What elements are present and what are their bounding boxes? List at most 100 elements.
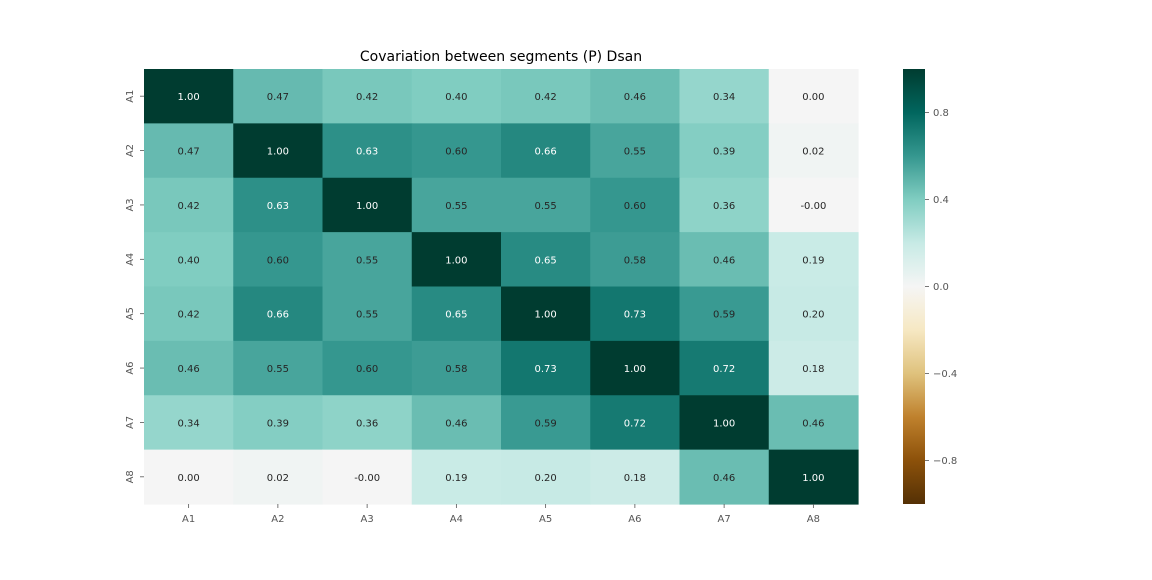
cell-value-label: 0.63	[267, 201, 289, 212]
heatmap-cell	[322, 232, 413, 288]
heatmap-cell	[233, 69, 324, 124]
heatmap-cell	[144, 340, 234, 396]
cell-value-label: 0.00	[802, 92, 824, 103]
y-tick-label: A5	[125, 307, 136, 320]
cell-value-label: 0.72	[713, 364, 735, 375]
heatmap-cell	[768, 69, 859, 124]
heatmap-cell	[501, 395, 591, 451]
heatmap-cell	[322, 340, 413, 396]
cell-value-label: 0.47	[267, 92, 289, 103]
cell-value-label: 0.46	[624, 92, 646, 103]
heatmap-cell	[501, 123, 591, 179]
cell-value-label: 0.55	[624, 147, 646, 158]
heatmap-cell	[590, 449, 681, 505]
cell-value-label: 0.66	[534, 147, 556, 158]
y-tick-label: A7	[125, 416, 136, 429]
heatmap-cell	[144, 395, 234, 451]
colorbar-tick-label: 0.8	[933, 108, 949, 119]
cell-value-label: 0.18	[624, 473, 646, 484]
cell-value-label: 0.46	[713, 473, 735, 484]
cell-value-label: 0.42	[356, 92, 378, 103]
heatmap-cell	[322, 69, 413, 124]
heatmap-cell	[679, 69, 770, 124]
heatmap-cell	[411, 340, 502, 396]
heatmap-cell	[144, 123, 234, 179]
cell-value-label: 0.47	[177, 147, 199, 158]
heatmap-cell	[322, 177, 413, 233]
cell-value-label: 0.65	[534, 255, 556, 266]
cell-value-label: 0.42	[177, 310, 199, 321]
cell-value-label: 0.55	[267, 364, 289, 375]
cell-value-label: 0.58	[624, 255, 646, 266]
cell-value-label: 0.59	[713, 310, 735, 321]
heatmap-cell	[590, 123, 681, 179]
heatmap-cell	[501, 340, 591, 396]
heatmap-cell	[679, 395, 770, 451]
colorbar-gradient	[903, 69, 925, 504]
y-tick-label: A3	[125, 198, 136, 211]
cell-value-label: 0.66	[267, 310, 289, 321]
heatmap-cell	[233, 232, 324, 288]
heatmap-cell	[144, 232, 234, 288]
cell-value-label: 0.42	[177, 201, 199, 212]
cell-value-label: 0.46	[802, 418, 824, 429]
heatmap-cell	[590, 69, 681, 124]
heatmap-cell	[590, 340, 681, 396]
heatmap-cell	[233, 340, 324, 396]
y-tick-label: A6	[125, 361, 136, 374]
colorbar-tick-label: 0.0	[933, 282, 949, 293]
cell-value-label: 0.73	[534, 364, 556, 375]
cell-value-label: 0.46	[177, 364, 199, 375]
heatmap-cell	[768, 232, 859, 288]
cell-value-label: 0.46	[445, 418, 467, 429]
cell-value-label: 0.19	[802, 255, 824, 266]
heatmap-cell	[144, 69, 234, 124]
cell-value-label: 0.40	[177, 255, 199, 266]
y-axis: A1 A2 A3 A4 A5 A6 A7 A8	[125, 90, 144, 483]
heatmap-cell	[411, 177, 502, 233]
colorbar-tick-label: −0.8	[933, 456, 957, 467]
cell-value-label: 1.00	[267, 147, 289, 158]
cell-value-label: 1.00	[356, 201, 378, 212]
x-tick-label: A7	[718, 514, 731, 525]
y-tick-label: A4	[125, 253, 136, 266]
cell-value-label: 0.36	[713, 201, 735, 212]
heatmap-cell	[679, 123, 770, 179]
cell-value-label: 0.55	[445, 201, 467, 212]
cell-value-label: 0.46	[713, 255, 735, 266]
cell-value-label: 0.60	[445, 147, 467, 158]
heatmap-cell	[590, 232, 681, 288]
cell-value-label: 0.19	[445, 473, 467, 484]
cell-value-label: 0.00	[177, 473, 199, 484]
cell-value-label: 0.02	[267, 473, 289, 484]
heatmap-cell	[501, 69, 591, 124]
cell-value-label: 1.00	[713, 418, 735, 429]
heatmap-cell	[233, 177, 324, 233]
x-tick-label: A1	[182, 514, 195, 525]
cell-value-label: 1.00	[624, 364, 646, 375]
heatmap-cell	[501, 449, 591, 505]
heatmap-cell	[322, 123, 413, 179]
heatmap-cell	[501, 177, 591, 233]
heatmap-cell	[768, 340, 859, 396]
cell-value-label: -0.00	[354, 473, 380, 484]
x-tick-label: A5	[539, 514, 552, 525]
x-tick-label: A2	[271, 514, 284, 525]
cell-value-label: 1.00	[445, 255, 467, 266]
heatmap-cell	[233, 449, 324, 505]
x-axis: A1 A2 A3 A4 A5 A6 A7 A8	[182, 504, 820, 525]
heatmap-cell	[322, 286, 413, 342]
cell-value-label: 0.65	[445, 310, 467, 321]
heatmap-cell	[233, 286, 324, 342]
cell-value-label: 1.00	[802, 473, 824, 484]
heatmap-cell	[233, 395, 324, 451]
cell-value-label: 0.34	[177, 418, 199, 429]
cell-value-label: 0.02	[802, 147, 824, 158]
heatmap-cells	[144, 69, 859, 505]
cell-value-label: 0.55	[356, 310, 378, 321]
heatmap-cell	[768, 123, 859, 179]
cell-value-label: 0.55	[534, 201, 556, 212]
x-tick-label: A4	[450, 514, 463, 525]
